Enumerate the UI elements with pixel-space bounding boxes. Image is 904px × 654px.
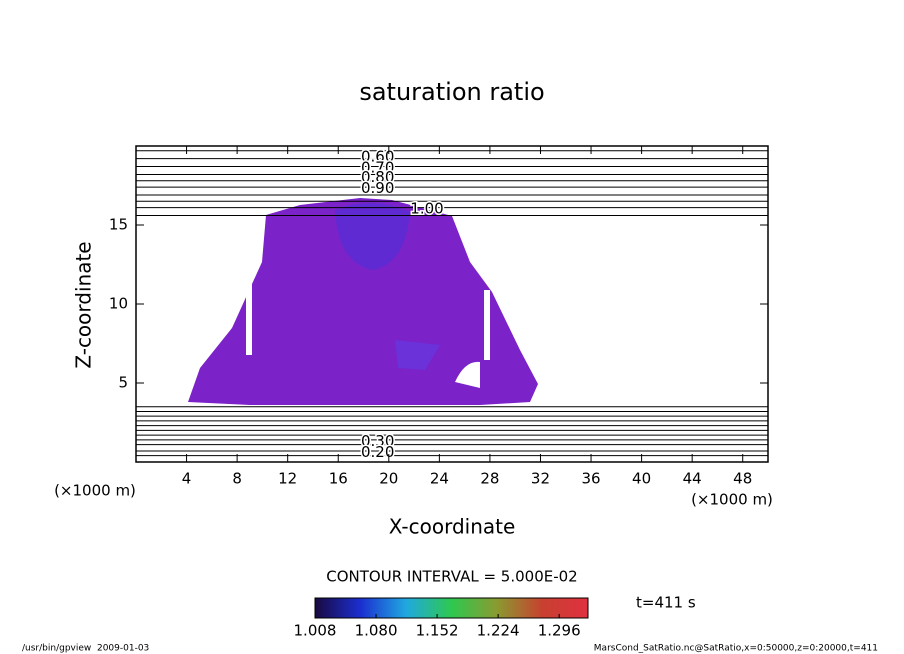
field-gap xyxy=(455,361,480,388)
contour-label: 0.30 xyxy=(361,432,394,450)
contour-label: 0.70 xyxy=(361,159,394,177)
colorbar xyxy=(314,597,589,619)
x-tick-label: 16 xyxy=(329,470,348,488)
x-tick-label: 32 xyxy=(531,470,550,488)
x-tick-label: 8 xyxy=(232,470,242,488)
chart-title: saturation ratio xyxy=(359,78,544,106)
x-tick-label: 12 xyxy=(278,470,297,488)
x-tick-label: 20 xyxy=(379,470,398,488)
y-unit: (×1000 m) xyxy=(54,482,136,500)
footer-left: /usr/bin/gpview 2009-01-03 xyxy=(22,644,149,654)
x-tick-label: 28 xyxy=(480,470,499,488)
colorbar-tick-label: 1.224 xyxy=(477,622,520,640)
x-tick-label: 36 xyxy=(581,470,600,488)
time-label: t=411 s xyxy=(636,594,696,612)
saturated-region xyxy=(188,198,538,405)
field-patch xyxy=(395,340,440,370)
x-tick-label: 40 xyxy=(632,470,651,488)
x-tick-label: 4 xyxy=(182,470,192,488)
field-gap xyxy=(484,290,490,360)
x-axis-label: X-coordinate xyxy=(389,515,516,539)
contour-label: 0.60 xyxy=(361,148,394,166)
colorbar-tick-label: 1.296 xyxy=(538,622,581,640)
contour-label: 0.90 xyxy=(361,179,394,197)
contour-label: 1.00 xyxy=(410,200,443,218)
x-unit: (×1000 m) xyxy=(691,491,773,509)
x-tick-label: 24 xyxy=(430,470,449,488)
contour-label: 0.80 xyxy=(361,168,394,186)
field-core xyxy=(335,202,410,270)
x-tick-label: 48 xyxy=(733,470,752,488)
field-area xyxy=(188,198,538,405)
y-axis-label: Z-coordinate xyxy=(72,241,96,368)
colorbar-tick-label: 1.152 xyxy=(416,622,459,640)
field-gap xyxy=(246,250,252,355)
x-tick-label: 44 xyxy=(683,470,702,488)
contour-label: 0.20 xyxy=(361,443,394,461)
y-tick-label: 10 xyxy=(109,295,128,313)
footer-right: MarsCond_SatRatio.nc@SatRatio,x=0:50000,… xyxy=(594,644,878,654)
y-tick-label: 5 xyxy=(118,374,128,392)
colorbar-tick-label: 1.008 xyxy=(294,622,337,640)
colorbar-tick-label: 1.080 xyxy=(355,622,398,640)
y-tick-label: 15 xyxy=(109,216,128,234)
contour-interval: CONTOUR INTERVAL = 5.000E-02 xyxy=(326,568,577,586)
